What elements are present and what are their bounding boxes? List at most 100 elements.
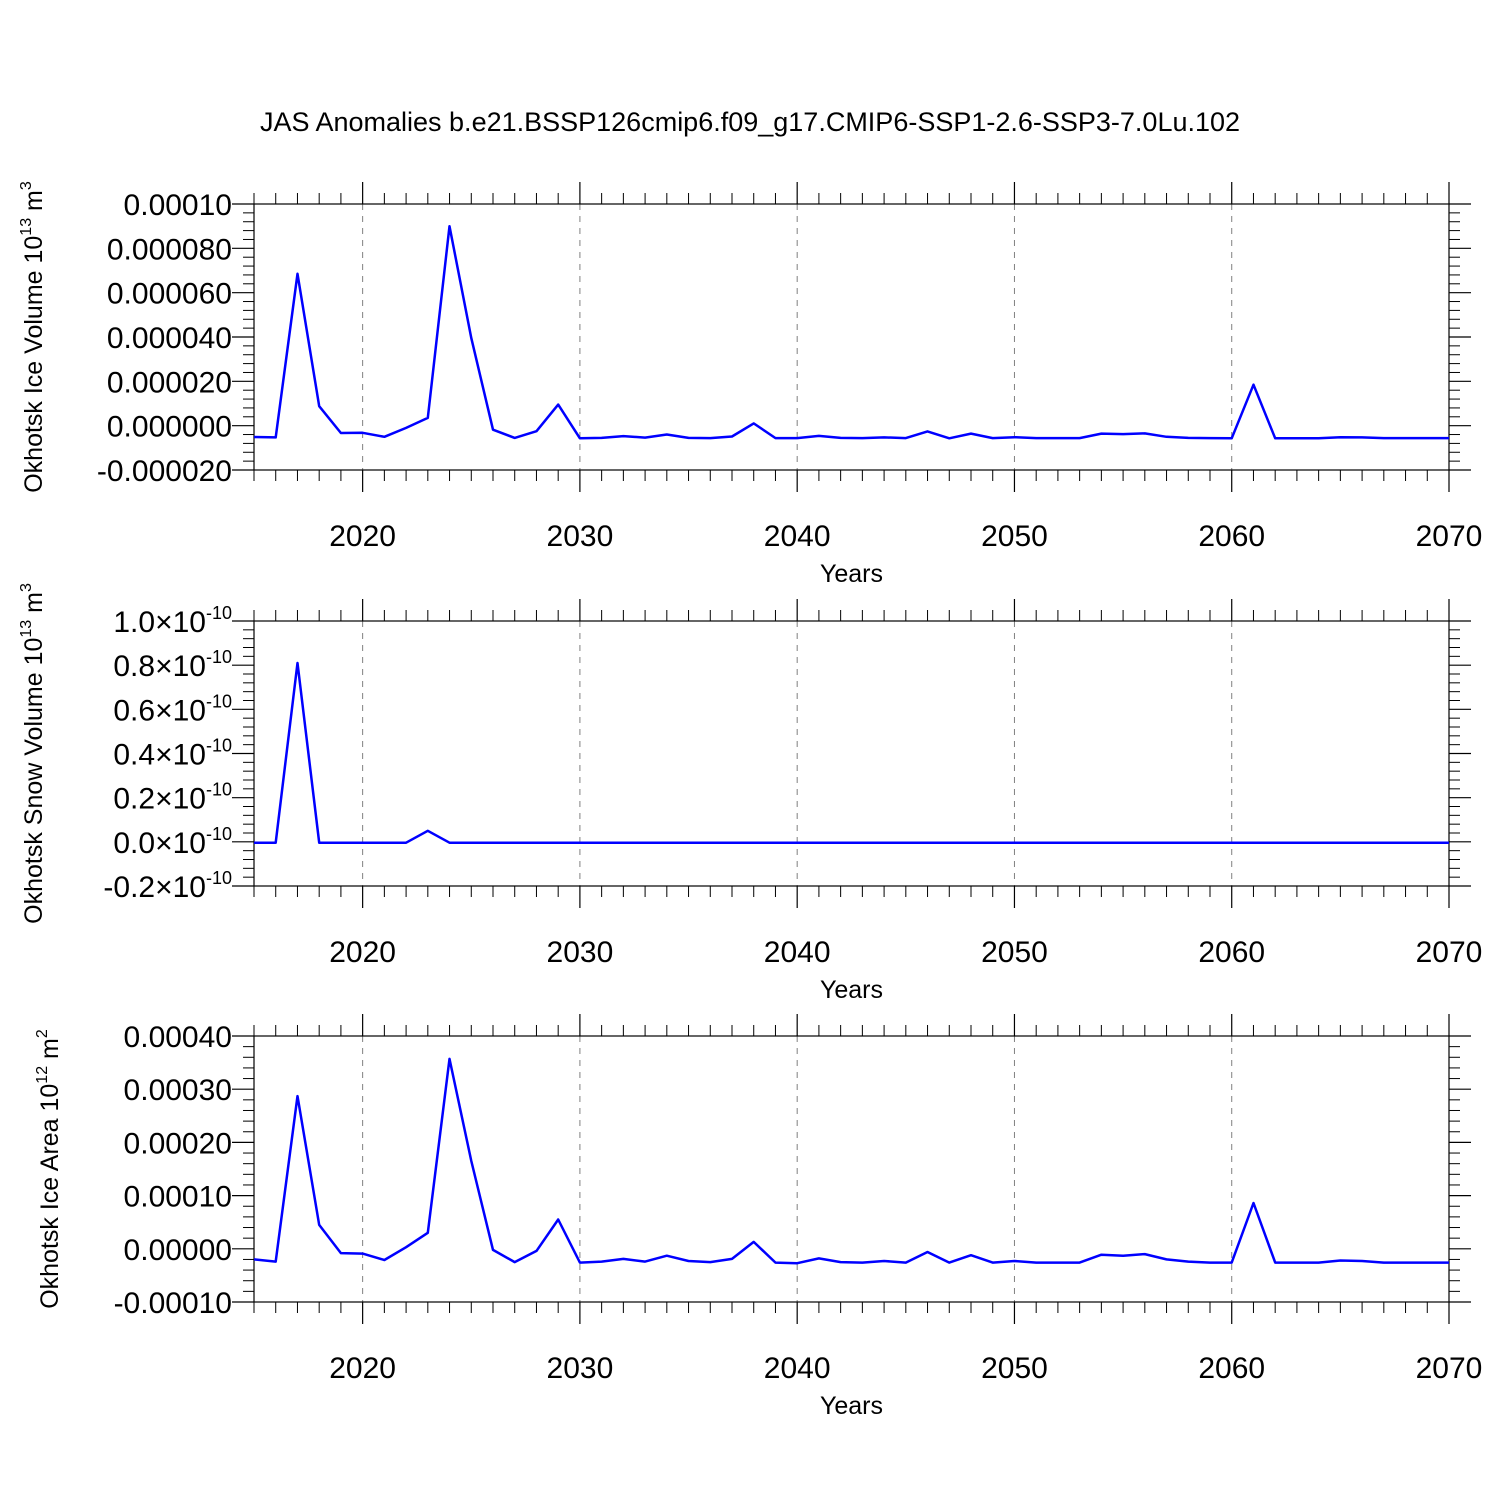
data-point [1252, 1202, 1254, 1204]
data-point [774, 437, 776, 439]
y-tick-times-ten: ×10 [155, 783, 206, 816]
data-point [383, 842, 385, 844]
data-point [970, 432, 972, 434]
data-point [1383, 437, 1385, 439]
data-point [796, 437, 798, 439]
data-point [427, 417, 429, 419]
data-point [253, 1258, 255, 1260]
x-tick-label: 2030 [547, 936, 614, 969]
data-point [492, 1249, 494, 1251]
y-tick-label: 1.0×10-10 [113, 603, 232, 639]
x-tick-label: 2050 [981, 936, 1048, 969]
data-point [1448, 842, 1450, 844]
y-tick-power: -10 [206, 736, 232, 756]
data-point [1122, 842, 1124, 844]
y-tick-label: 0.00010 [124, 1181, 232, 1214]
y-tick-label: 0.00040 [124, 1021, 232, 1054]
data-point [1361, 1260, 1363, 1262]
x-tick-label: 2050 [981, 1352, 1048, 1385]
x-tick-label: 2060 [1198, 520, 1265, 553]
data-point [470, 337, 472, 339]
data-point [1078, 842, 1080, 844]
data-point [709, 842, 711, 844]
y-axis-title-text: Okhotsk Ice Volume 10 [20, 236, 48, 493]
y-tick-label: 0.00010 [124, 189, 232, 222]
data-point [926, 842, 928, 844]
x-tick-label: 2070 [1416, 1352, 1483, 1385]
y-tick-power: -10 [206, 868, 232, 888]
y-axis-title-unit-exp: 2 [34, 1029, 51, 1038]
data-point [275, 1260, 277, 1262]
data-point [1339, 1259, 1341, 1261]
data-point [644, 842, 646, 844]
data-point [427, 1232, 429, 1234]
data-point [1252, 842, 1254, 844]
data-point [1122, 1255, 1124, 1257]
y-axis-title-exp: 12 [34, 1066, 51, 1084]
y-tick-label: 0.4×10-10 [113, 736, 232, 772]
data-point [1209, 437, 1211, 439]
data-point [492, 842, 494, 844]
data-point [1317, 437, 1319, 439]
data-point [383, 1259, 385, 1261]
data-point [1404, 842, 1406, 844]
data-point [687, 842, 689, 844]
y-axis-title-unit-exp: 3 [18, 181, 35, 190]
data-point [1339, 842, 1341, 844]
data-point [709, 437, 711, 439]
data-point [992, 437, 994, 439]
data-point [1426, 842, 1428, 844]
y-axis-title-exp: 13 [18, 620, 35, 638]
y-tick-label: 0.0×10-10 [113, 824, 232, 860]
data-point [644, 436, 646, 438]
data-point [1100, 1253, 1102, 1255]
data-point [1122, 433, 1124, 435]
y-tick-label: 0.6×10-10 [113, 691, 232, 727]
data-point [666, 433, 668, 435]
data-point [600, 437, 602, 439]
data-point [622, 842, 624, 844]
data-point [839, 437, 841, 439]
data-point [296, 662, 298, 664]
data-point [1231, 437, 1233, 439]
y-tick-power: -10 [206, 824, 232, 844]
y-tick-power: -10 [206, 647, 232, 667]
x-tick-label: 2030 [547, 1352, 614, 1385]
x-tick-label: 2070 [1416, 936, 1483, 969]
data-point [970, 842, 972, 844]
data-point [1317, 1261, 1319, 1263]
y-tick-times-ten: ×10 [155, 694, 206, 727]
data-point [1296, 1261, 1298, 1263]
data-point [926, 1251, 928, 1253]
data-point [1209, 1261, 1211, 1263]
data-point [1187, 1260, 1189, 1262]
y-tick-label: 0.00000 [124, 1234, 232, 1267]
data-point [753, 1241, 755, 1243]
data-point [1361, 842, 1363, 844]
data-point [1035, 437, 1037, 439]
data-point [1448, 1261, 1450, 1263]
data-point [1057, 1261, 1059, 1263]
y-tick-label: 0.000080 [107, 233, 232, 266]
data-point [1100, 432, 1102, 434]
data-point [796, 1262, 798, 1264]
data-point [948, 842, 950, 844]
x-tick-label: 2020 [329, 520, 396, 553]
data-point [905, 437, 907, 439]
data-point [535, 1250, 537, 1252]
data-point [1426, 1261, 1428, 1263]
data-point [448, 842, 450, 844]
y-axis-title-text: Okhotsk Snow Volume 10 [20, 638, 48, 924]
y-tick-mantissa: -0.2 [103, 871, 155, 904]
data-point [622, 1258, 624, 1260]
x-tick-label: 2070 [1416, 520, 1483, 553]
data-point [1274, 842, 1276, 844]
data-point [687, 437, 689, 439]
data-point [448, 1058, 450, 1060]
panel-1: 2020 2030 2040 2050 2060 2070 Years -0.000020 0.… [18, 181, 1482, 588]
data-point [318, 1224, 320, 1226]
y-tick-label: 0.000060 [107, 278, 232, 311]
data-point [1209, 842, 1211, 844]
panel-2: 2020 2030 2040 2050 2060 2070Years-0.2×10-100… [18, 583, 1482, 1004]
data-point [579, 1261, 581, 1263]
